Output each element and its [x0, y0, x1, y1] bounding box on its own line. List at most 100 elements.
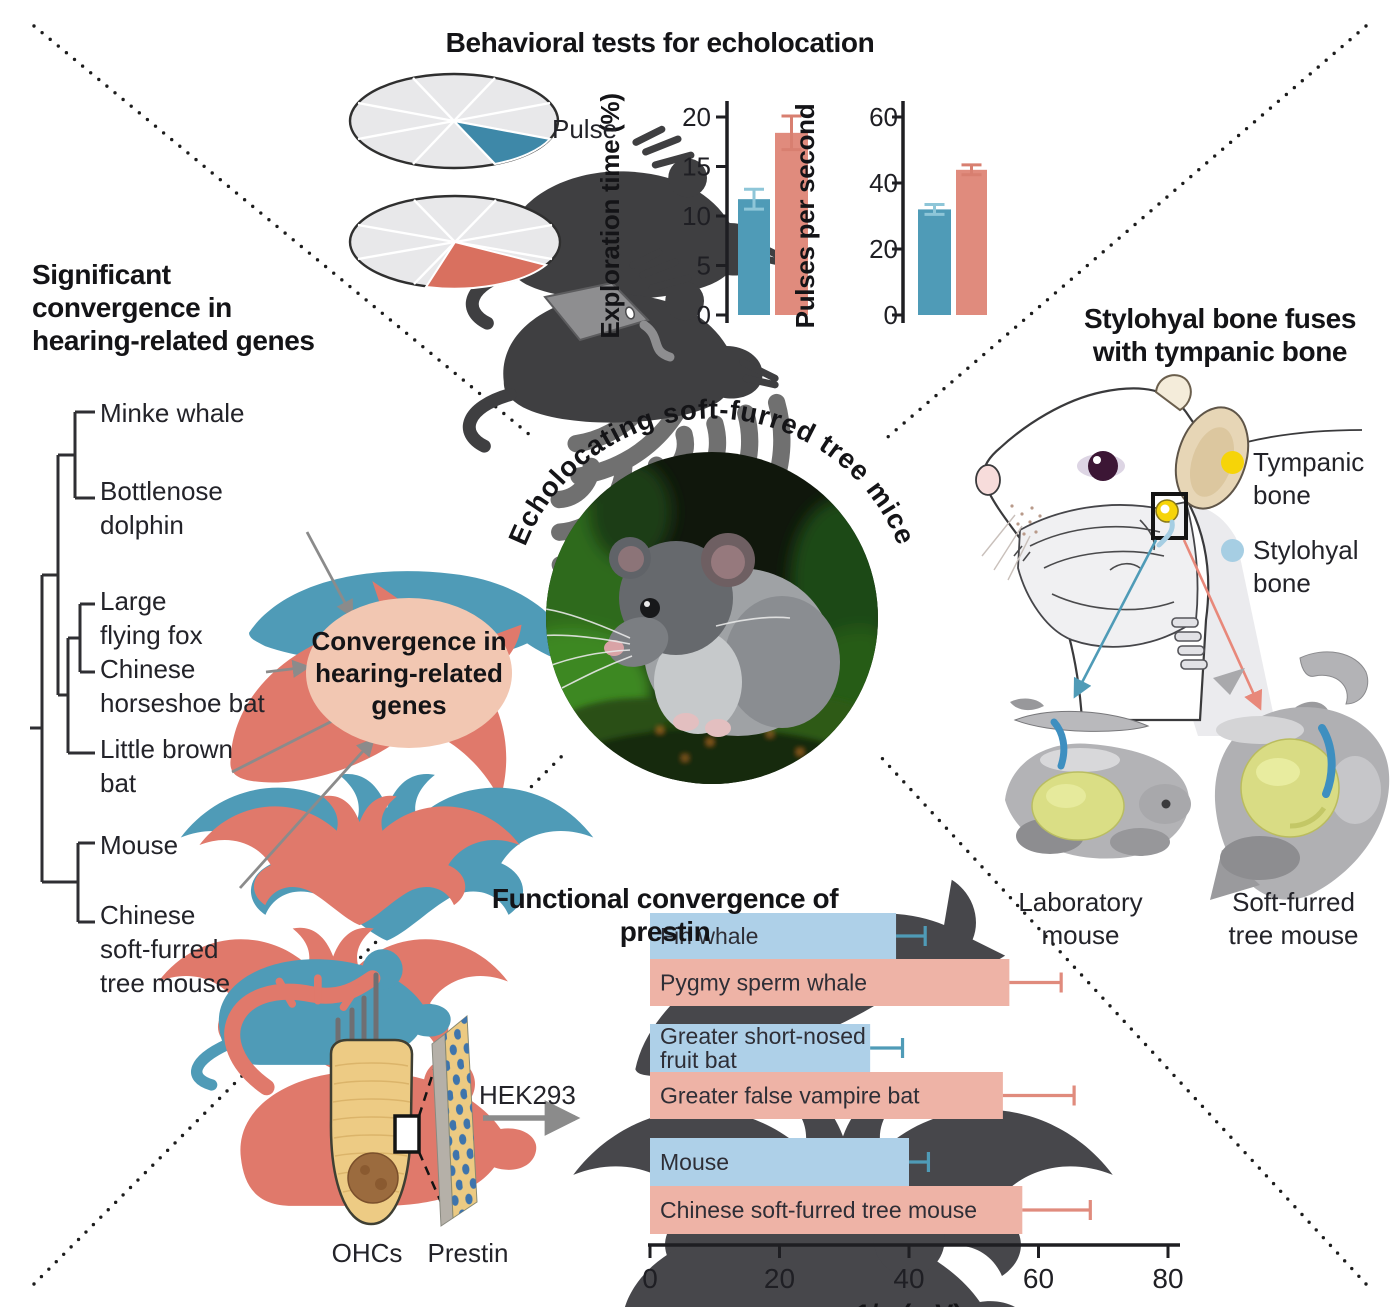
- species-label-large-flying-fox: Large flying fox: [100, 586, 203, 650]
- prestin-bar-chart: Fin whale Pygmy sperm whale Greater short-…: [572, 860, 1184, 1307]
- y-tick-label: 20: [682, 102, 711, 132]
- bar-label: Pygmy sperm whale: [660, 970, 867, 996]
- pulses-per-second-chart: 0 20 40 60 Pulses per second: [790, 101, 987, 330]
- legend-item-stylohyal: Stylohyal bone: [1221, 534, 1359, 600]
- bar: [650, 913, 897, 959]
- species-label-mouse: Mouse: [100, 830, 179, 860]
- bottom-panel-title: Functional convergence of prestin: [491, 883, 839, 947]
- scan-label-laboratory-mouse: Laboratory mouse: [1018, 887, 1143, 950]
- divider-dotted-line: [880, 24, 1368, 444]
- bar: [918, 209, 951, 315]
- x-axis-label: 1/α (mV): [856, 1299, 963, 1307]
- prestin-membrane: [431, 1014, 478, 1227]
- bar-label-line: Fin whale: [660, 923, 758, 949]
- eye: [1088, 451, 1118, 481]
- bar: [650, 1186, 1023, 1234]
- photo-mouse: [546, 533, 840, 737]
- y-axis-label: Pulses per second: [790, 104, 820, 329]
- bar-label-line: Pygmy sperm whale: [660, 970, 867, 996]
- ct-stylohyal-blue: [1050, 718, 1068, 770]
- nucleus: [347, 1152, 399, 1204]
- prestin-label: Prestin: [427, 1238, 509, 1268]
- y-tick-label: 60: [869, 102, 898, 132]
- back-line: [1246, 429, 1363, 443]
- convergence-ellipse-label: Convergence in hearing-related genes: [311, 626, 507, 720]
- highlighted-sector-salmon: [424, 240, 549, 290]
- tympanic-dot-icon: [1221, 451, 1244, 474]
- whiskers: [981, 514, 1031, 581]
- ct-stylohyal-blue: [1318, 724, 1336, 798]
- y-axis-label: Exploration time (%): [595, 93, 625, 338]
- highlighted-sector-blue: [451, 119, 552, 166]
- bar: [775, 132, 808, 315]
- convergence-arrows: [231, 531, 375, 889]
- left-panel-title: Significant convergence in hearing-relat…: [32, 259, 315, 356]
- hek293-label: HEK293: [479, 1080, 576, 1110]
- y-tick-label: 0: [884, 300, 898, 330]
- behavior-discs-art: [348, 72, 810, 624]
- species-label-little-brown-bat: Little brown bat: [100, 734, 233, 798]
- open-field-disc-pulse: [348, 72, 780, 501]
- species-label-chinese-horseshoe-bat: Chinese horseshoe bat: [100, 654, 265, 718]
- bar-label-line: fruit bat: [660, 1047, 737, 1073]
- ct-tympanic-yellow: [1031, 771, 1125, 841]
- trachea-rings: [1171, 617, 1208, 670]
- divider-dotted-line: [32, 24, 538, 442]
- bar-label: Mouse: [660, 1149, 729, 1175]
- membrane-inset-box: [393, 1114, 421, 1154]
- x-tick-label: 80: [1152, 1263, 1183, 1294]
- stylohyal-dot-icon: [1221, 539, 1244, 562]
- small-ear: [1154, 374, 1192, 412]
- bar: [650, 959, 1010, 1006]
- legend-item-tympanic: Tympanic bone: [1221, 446, 1364, 512]
- bar-label: Chinese soft-furred tree mouse: [660, 1197, 977, 1223]
- right-panel-title: Stylohyal bone fuses with tympanic bone: [1083, 303, 1357, 367]
- ohcs-label: OHCs: [331, 1238, 403, 1268]
- pointer-line-salmon: [1182, 539, 1263, 711]
- stylohyal-bone-highlight: [1156, 519, 1175, 548]
- bar-label-line: Greater short-nosed: [660, 1023, 866, 1049]
- divider-dotted-line: [878, 754, 1368, 1286]
- bar: [650, 1138, 909, 1186]
- anatomy-art: [975, 374, 1390, 900]
- bar-label-line: Greater false vampire bat: [660, 1083, 920, 1109]
- exploration-time-chart: 0 5 10 15 20 Exploration time (%): [595, 93, 808, 339]
- legend-label: Stylohyal bone: [1253, 535, 1359, 598]
- bar: [738, 199, 770, 315]
- ct-scan-tree-mouse: [1210, 651, 1390, 900]
- y-tick-label: 40: [869, 168, 898, 198]
- phylo-tree: [30, 410, 95, 924]
- top-panel-title: Behavioral tests for echolocation: [445, 27, 875, 58]
- x-tick-label: 40: [893, 1263, 924, 1294]
- ohc-prestin-art: [329, 972, 581, 1227]
- y-tick-label: 0: [697, 300, 711, 330]
- bar-label-line: Mouse: [660, 1149, 729, 1175]
- species-label-tree-mouse: Chinese soft-furred tree mouse: [100, 900, 231, 998]
- whisker-dots: [1010, 504, 1042, 536]
- pointer-line-blue: [1073, 539, 1158, 699]
- x-tick-label: 20: [764, 1263, 795, 1294]
- mouse-head-illustration: [975, 374, 1250, 722]
- open-field-disc-platform: [348, 194, 810, 624]
- convergence-ellipse: Convergence in hearing-related genes: [306, 598, 512, 748]
- nose: [975, 464, 1001, 496]
- legend-label: Tympanic bone: [1253, 447, 1365, 510]
- species-label-minke-whale: Minke whale: [100, 398, 245, 428]
- pulse-label: Pulse: [552, 114, 618, 144]
- y-tick-label: 15: [682, 152, 711, 182]
- bar-label-line: Chinese soft-furred tree mouse: [660, 1197, 977, 1223]
- stereocilia: [335, 972, 379, 1045]
- bar-label: Greater short-nosed fruit bat: [660, 1023, 866, 1073]
- divider-dotted-line: [32, 750, 568, 1286]
- x-tick-label: 60: [1023, 1263, 1054, 1294]
- bar-label: Greater false vampire bat: [660, 1083, 920, 1109]
- bar: [650, 1072, 1003, 1119]
- phylogeny-art: [30, 410, 594, 1208]
- scan-label-tree-mouse: Soft-furred tree mouse: [1228, 887, 1359, 950]
- bar-label: Fin whale: [660, 923, 758, 949]
- x-tick-label: 0: [642, 1263, 658, 1294]
- moving-platform: [543, 281, 675, 362]
- y-tick-label: 5: [697, 251, 711, 281]
